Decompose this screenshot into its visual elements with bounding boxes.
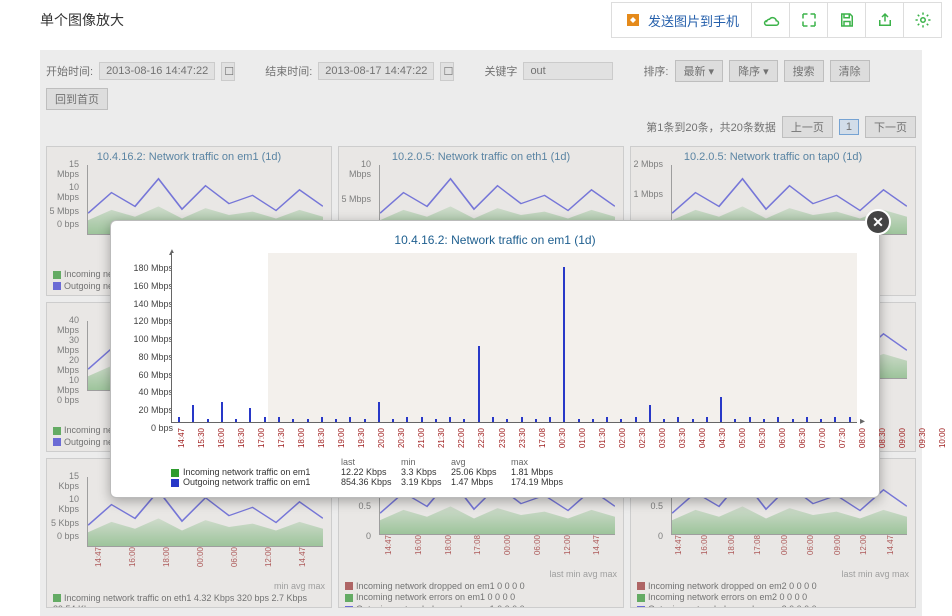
- end-input[interactable]: 2013-08-17 14:47:22: [318, 62, 434, 80]
- share-icon[interactable]: [865, 3, 903, 37]
- gear-icon[interactable]: [903, 3, 941, 37]
- zoom-modal: ✕ 10.4.16.2: Network traffic on em1 (1d)…: [110, 220, 880, 498]
- x-axis-labels: 14:4715:3016:0016:3017:0017:3018:0018:30…: [171, 425, 857, 451]
- page-title: 单个图像放大: [40, 10, 611, 30]
- end-cal-icon[interactable]: ☐: [440, 62, 454, 81]
- home-button[interactable]: 回到首页: [46, 88, 108, 110]
- save-icon[interactable]: [827, 3, 865, 37]
- expand-icon[interactable]: [789, 3, 827, 37]
- y-axis-labels: 180 Mbps160 Mbps140 Mbps120 Mbps100 Mbps…: [131, 263, 173, 433]
- modal-legend: last min avg max Incoming network traffi…: [171, 457, 863, 487]
- send-label: 发送图片到手机: [648, 11, 739, 30]
- filter-bar: 开始时间: 2013-08-16 14:47:22 ☐ 结束时间: 2013-0…: [46, 60, 916, 110]
- search-button[interactable]: 搜索: [784, 60, 824, 82]
- prev-page-button[interactable]: 上一页: [782, 116, 833, 138]
- start-label: 开始时间:: [46, 63, 93, 79]
- keyword-input[interactable]: out: [523, 62, 613, 80]
- sort-select[interactable]: 最新 ▾: [675, 60, 724, 82]
- page-number[interactable]: 1: [839, 119, 859, 135]
- cloud-icon[interactable]: [751, 3, 789, 37]
- toolbar: 发送图片到手机: [611, 2, 942, 38]
- pager-summary: 第1条到20条，共20条数据: [646, 119, 776, 135]
- pager: 第1条到20条，共20条数据 上一页 1 下一页: [46, 116, 916, 138]
- next-page-button[interactable]: 下一页: [865, 116, 916, 138]
- order-select[interactable]: 降序 ▾: [729, 60, 778, 82]
- send-to-phone-button[interactable]: 发送图片到手机: [612, 3, 751, 37]
- start-input[interactable]: 2013-08-16 14:47:22: [99, 62, 215, 80]
- start-cal-icon[interactable]: ☐: [221, 62, 235, 81]
- end-label: 结束时间:: [265, 63, 312, 79]
- close-icon[interactable]: ✕: [865, 209, 891, 235]
- modal-title: 10.4.16.2: Network traffic on em1 (1d): [127, 233, 863, 247]
- sort-label: 排序:: [643, 63, 668, 79]
- modal-chart: [171, 253, 857, 423]
- keyword-label: 关键字: [484, 63, 517, 79]
- clear-button[interactable]: 清除: [830, 60, 870, 82]
